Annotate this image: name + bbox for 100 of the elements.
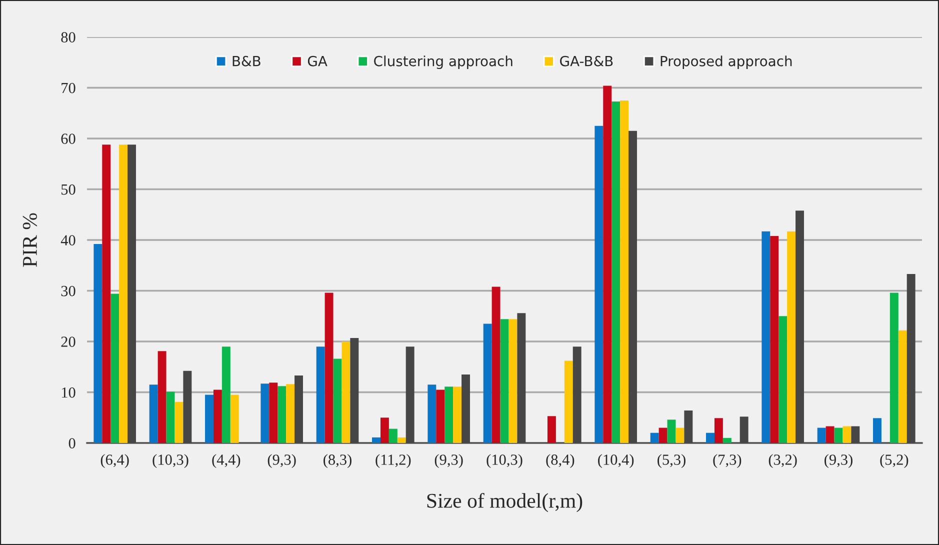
x-tick-label: (10,3) [152,454,188,468]
bar [316,346,325,443]
bar [851,426,860,443]
bar [500,319,509,443]
bar [594,126,604,443]
bar [834,428,843,443]
bar [492,286,500,443]
bar [286,384,295,443]
bar [222,346,230,443]
bar [174,402,184,443]
x-tick-label: (5,2) [880,454,908,468]
legend-label: Proposed approach [660,56,792,70]
y-tick-label: 30 [61,286,76,296]
y-tick-label: 10 [62,387,76,398]
bar [453,386,462,443]
bar [372,437,380,443]
bar [119,144,128,443]
bar [676,428,684,443]
bar [444,386,454,443]
bar [428,384,436,443]
bar [436,390,445,443]
bar [294,376,303,443]
y-tick-label: 80 [61,32,76,42]
bar [826,426,834,443]
bar [667,420,676,443]
y-tick-label: 0 [68,438,76,448]
bar [714,418,723,443]
bar [508,319,518,443]
x-tick-label: (9,3) [434,454,463,468]
bar [770,236,779,443]
bar [722,438,732,443]
x-tick-label: (6,4) [100,454,129,468]
legend-label: GA-B&B [560,56,613,66]
bar [94,244,102,443]
x-tick-label: (3,2) [768,454,797,468]
x-tick-label: (9,3) [824,454,852,468]
x-tick-label: (7,3) [713,454,742,468]
bar [333,358,342,443]
x-tick-label: (11,2) [376,454,411,468]
x-axis-title: Size of model(r,m) [427,492,582,512]
x-tick-label: (8,3) [324,454,352,468]
bar [740,416,748,443]
bar [397,437,406,443]
bar [324,292,334,443]
bar [706,432,714,443]
bar [406,346,414,443]
bar [817,428,826,443]
y-tick-label: 70 [62,82,76,94]
bar [342,342,350,443]
bar [350,338,359,443]
bar [213,390,222,443]
y-tick-label: 60 [61,134,76,144]
x-tick-label: (5,3) [658,454,686,468]
bar [128,144,136,443]
bar [906,274,916,443]
bar [620,100,629,443]
bar [230,394,239,443]
bar [628,130,637,443]
legend-label: Clustering approach [374,56,512,70]
bar [260,384,270,443]
bar [898,330,907,443]
bar [380,418,389,443]
bar [796,210,804,443]
bar [149,384,158,443]
bar [183,370,192,443]
bar [658,428,668,443]
bar [572,346,582,443]
bar [269,382,278,443]
x-tick-label: (8,4) [546,454,574,468]
x-tick-label: (10,4) [598,454,634,468]
bar [483,324,492,443]
legend-label: GA [308,56,328,66]
x-tick-label: (10,3) [486,454,522,468]
bar [842,426,852,443]
bar [890,292,898,443]
bar [778,316,788,443]
bar [166,392,175,443]
bar [205,394,214,443]
bar [612,101,620,443]
bar [787,231,796,443]
bar [388,428,398,443]
y-tick-label: 50 [62,184,76,195]
y-axis-title: PIR % [22,213,38,267]
bar [517,313,526,443]
bar [762,231,770,443]
bar [158,351,166,443]
bar [462,374,470,443]
bar [278,386,286,443]
bar [102,144,111,443]
bar [603,86,612,443]
y-tick-label: 20 [61,336,76,347]
bar [110,294,120,443]
bar [684,410,693,443]
bar [650,432,659,443]
x-tick-label: (4,4) [212,454,240,468]
legend-label: B&B [232,56,260,66]
bar [547,416,556,443]
bar [873,418,882,443]
y-tick-label: 40 [60,235,76,246]
bar [564,360,573,443]
